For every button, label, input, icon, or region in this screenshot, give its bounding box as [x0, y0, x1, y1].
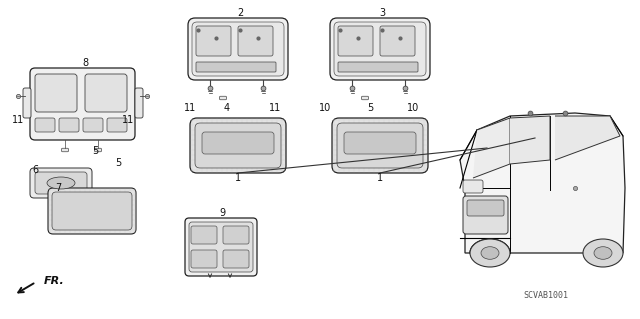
Text: FR.: FR. — [44, 276, 65, 286]
FancyBboxPatch shape — [135, 88, 143, 118]
FancyBboxPatch shape — [195, 123, 281, 168]
PathPatch shape — [555, 116, 620, 160]
Text: 11: 11 — [269, 103, 281, 113]
FancyBboxPatch shape — [192, 22, 284, 76]
Text: 11: 11 — [12, 115, 24, 125]
FancyBboxPatch shape — [61, 148, 68, 152]
PathPatch shape — [460, 113, 625, 253]
Text: 10: 10 — [319, 103, 331, 113]
FancyBboxPatch shape — [238, 26, 273, 56]
Text: 4: 4 — [224, 103, 230, 113]
FancyBboxPatch shape — [196, 62, 276, 72]
FancyBboxPatch shape — [35, 118, 55, 132]
FancyBboxPatch shape — [30, 168, 92, 198]
FancyBboxPatch shape — [338, 26, 373, 56]
FancyBboxPatch shape — [35, 172, 87, 194]
Text: 5: 5 — [92, 146, 98, 156]
Text: 2: 2 — [237, 8, 243, 18]
Ellipse shape — [481, 247, 499, 259]
Text: 3: 3 — [379, 8, 385, 18]
FancyBboxPatch shape — [220, 96, 227, 100]
FancyBboxPatch shape — [337, 123, 423, 168]
PathPatch shape — [473, 118, 510, 178]
Text: 9: 9 — [219, 208, 225, 218]
FancyBboxPatch shape — [190, 118, 286, 173]
FancyBboxPatch shape — [191, 226, 217, 244]
FancyBboxPatch shape — [463, 196, 508, 234]
PathPatch shape — [510, 116, 550, 164]
FancyBboxPatch shape — [189, 222, 253, 272]
FancyBboxPatch shape — [223, 250, 249, 268]
FancyBboxPatch shape — [35, 74, 77, 112]
Ellipse shape — [594, 247, 612, 259]
FancyBboxPatch shape — [59, 118, 79, 132]
FancyBboxPatch shape — [338, 62, 418, 72]
Ellipse shape — [583, 239, 623, 267]
FancyBboxPatch shape — [188, 18, 288, 80]
FancyBboxPatch shape — [362, 96, 369, 100]
FancyBboxPatch shape — [467, 200, 504, 216]
FancyBboxPatch shape — [380, 26, 415, 56]
FancyBboxPatch shape — [334, 22, 426, 76]
FancyBboxPatch shape — [191, 250, 217, 268]
FancyBboxPatch shape — [48, 188, 136, 234]
FancyBboxPatch shape — [223, 226, 249, 244]
FancyBboxPatch shape — [196, 26, 231, 56]
FancyBboxPatch shape — [85, 74, 127, 112]
Text: SCVAB1001: SCVAB1001 — [524, 292, 568, 300]
Text: 6: 6 — [32, 165, 38, 175]
Ellipse shape — [470, 239, 510, 267]
FancyBboxPatch shape — [52, 192, 132, 230]
FancyBboxPatch shape — [23, 88, 31, 118]
FancyBboxPatch shape — [330, 18, 430, 80]
FancyBboxPatch shape — [463, 180, 483, 193]
FancyBboxPatch shape — [344, 132, 416, 154]
Text: 11: 11 — [122, 115, 134, 125]
FancyBboxPatch shape — [95, 148, 102, 152]
Text: 5: 5 — [367, 103, 373, 113]
Text: 1: 1 — [377, 173, 383, 183]
Text: 1: 1 — [235, 173, 241, 183]
FancyBboxPatch shape — [30, 68, 135, 140]
Text: 8: 8 — [82, 58, 88, 68]
Ellipse shape — [47, 177, 75, 189]
Text: 10: 10 — [407, 103, 419, 113]
Text: 7: 7 — [55, 183, 61, 193]
FancyBboxPatch shape — [83, 118, 103, 132]
FancyBboxPatch shape — [107, 118, 127, 132]
FancyBboxPatch shape — [202, 132, 274, 154]
FancyBboxPatch shape — [185, 218, 257, 276]
Text: 11: 11 — [184, 103, 196, 113]
Text: 5: 5 — [115, 158, 121, 168]
FancyBboxPatch shape — [332, 118, 428, 173]
